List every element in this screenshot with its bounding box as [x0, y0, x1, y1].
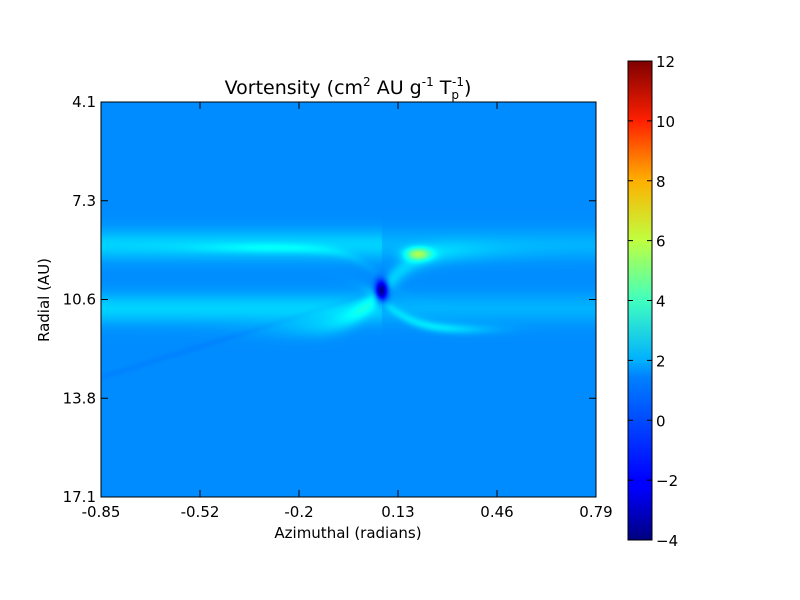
x-axis: -0.85 -0.52 -0.2 0.13 0.46 0.79: [82, 102, 613, 521]
y-tick-label: 10.6: [63, 291, 96, 309]
y-axis-label: Radial (AU): [35, 258, 53, 342]
x-tick-label: -0.2: [284, 503, 313, 521]
colorbar-tick-label: −4: [656, 532, 678, 550]
colorbar-tick-label: 12: [656, 53, 675, 71]
x-tick-label: 0.79: [579, 503, 612, 521]
heatmap-image: [101, 102, 596, 497]
colorbar-tick-label: 6: [656, 233, 666, 251]
y-tick-label: 7.3: [72, 192, 96, 210]
y-tick-label: 17.1: [63, 488, 96, 506]
x-tick-label: -0.85: [82, 503, 121, 521]
colorbar-tick-label: 8: [656, 173, 666, 191]
y-tick-label: 4.1: [72, 93, 96, 111]
x-tick-label: 0.46: [480, 503, 513, 521]
colorbar-tick-label: 0: [656, 412, 666, 430]
y-tick-label: 13.8: [63, 389, 96, 407]
colorbar-axis: 12 10 8 6 4 2 0 −2 −4: [628, 53, 678, 550]
colorbar-tick-label: 10: [656, 113, 675, 131]
colorbar-tick-label: −2: [656, 472, 678, 490]
x-axis-label: Azimuthal (radians): [274, 524, 421, 542]
colorbar-tick-label: 4: [656, 293, 666, 311]
x-tick-label: 0.13: [381, 503, 414, 521]
chart-title: Vortensity (cm2 AU g-1 Tp-1): [225, 75, 472, 102]
y-axis: 4.1 7.3 10.6 13.8 17.1: [63, 93, 596, 506]
x-tick-label: -0.52: [181, 503, 220, 521]
colorbar-tick-label: 2: [656, 352, 666, 370]
